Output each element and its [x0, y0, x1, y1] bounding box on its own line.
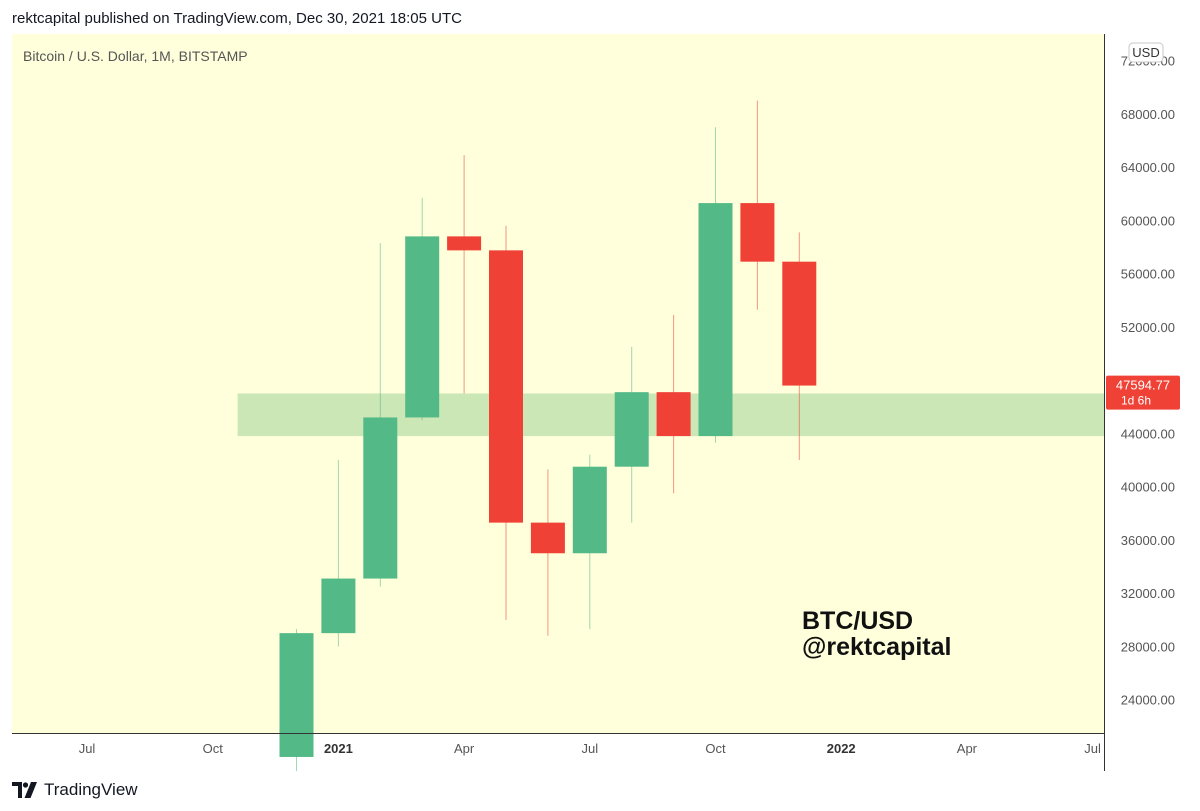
x-tick-label: Oct	[705, 741, 726, 756]
x-tick-label: Jul	[1084, 741, 1101, 756]
x-tick-label: Jul	[581, 741, 598, 756]
y-tick-label: 36000.00	[1121, 533, 1175, 548]
x-tick-label: 2021	[324, 741, 353, 756]
currency-label[interactable]: USD	[1132, 45, 1159, 60]
candle-body-down	[740, 203, 775, 262]
candlestick-chart[interactable]: 24000.00 28000.00 32000.00 36000.00 40000.00…	[12, 34, 1192, 785]
y-tick-label: 40000.00	[1121, 480, 1175, 495]
watermark-pair: BTC/USD	[802, 607, 913, 635]
published-line: rektcapital published on TradingView.com…	[12, 10, 462, 27]
candle-body-up	[279, 633, 314, 757]
x-tick-label: 2022	[827, 741, 856, 756]
x-tick-label: Oct	[203, 741, 224, 756]
candle-body-down	[782, 261, 817, 386]
candle-body-down	[447, 236, 482, 251]
y-tick-label: 32000.00	[1121, 586, 1175, 601]
x-tick-label: Apr	[957, 741, 978, 756]
candle-body-up	[363, 417, 398, 579]
chart-container[interactable]: 24000.00 28000.00 32000.00 36000.00 40000.00…	[12, 34, 1192, 785]
last-price-label: 47594.77 1d 6h	[1106, 375, 1180, 410]
last-price-box	[1106, 375, 1180, 410]
tradingview-logo-icon	[12, 782, 37, 798]
y-tick-label: 64000.00	[1121, 160, 1175, 175]
y-tick-label: 68000.00	[1121, 107, 1175, 122]
last-price-value: 47594.77	[1116, 378, 1170, 393]
tradingview-brand: TradingView	[44, 780, 138, 799]
y-tick-label: 60000.00	[1121, 213, 1175, 228]
y-tick-label: 24000.00	[1121, 693, 1175, 708]
y-tick-label: 44000.00	[1121, 426, 1175, 441]
candle-body-down	[530, 522, 565, 554]
currency-button-frame[interactable]	[1128, 42, 1164, 63]
plot-background	[12, 34, 1104, 733]
x-tick-label: Jul	[79, 741, 96, 756]
footer: TradingView	[12, 778, 138, 802]
candle-body-down	[489, 250, 523, 523]
candle-body-up	[572, 466, 607, 554]
bar-countdown: 1d 6h	[1121, 394, 1151, 408]
candle-body-up	[698, 203, 733, 437]
currency-button[interactable]: USD	[1128, 42, 1164, 63]
watermark-author: @rektcapital	[802, 633, 951, 661]
candle-body-up	[405, 236, 440, 418]
candle-body-up	[321, 578, 356, 634]
candle-body-down	[656, 392, 691, 437]
y-tick-label: 28000.00	[1121, 639, 1175, 654]
y-tick-label: 52000.00	[1121, 320, 1175, 335]
chart-title: Bitcoin / U.S. Dollar, 1M, BITSTAMP	[23, 48, 248, 64]
x-tick-label: Apr	[454, 741, 475, 756]
y-tick-label: 56000.00	[1121, 267, 1175, 282]
candle-body-up	[614, 392, 649, 467]
